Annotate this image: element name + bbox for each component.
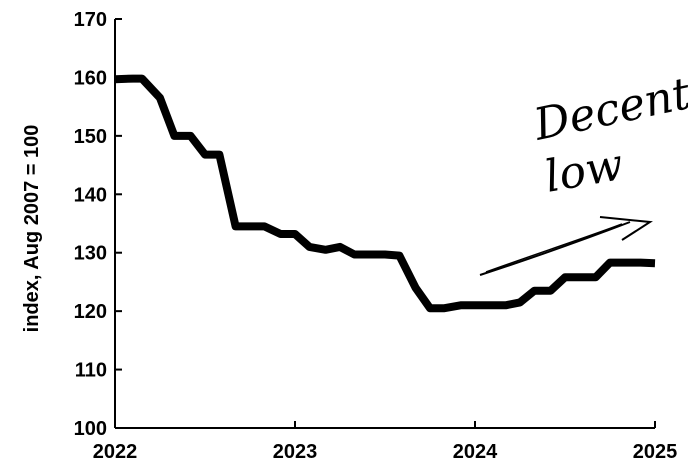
y-tick-label: 120: [74, 301, 107, 323]
y-tick-label: 140: [74, 184, 107, 206]
annotation-line-2: low: [541, 139, 627, 203]
x-tick-label: 2024: [453, 441, 498, 463]
y-ticks: 100 110 120 130 140 150 160 170: [74, 9, 122, 440]
y-tick-label: 100: [74, 418, 107, 440]
x-tick-label: 2022: [93, 441, 138, 463]
y-axis-label: index, Aug 2007 = 100: [21, 125, 43, 333]
annotation-arrowhead: [599, 216, 653, 241]
y-tick-label: 160: [74, 67, 107, 89]
series-line: [114, 74, 656, 313]
annotation-arrow-line: [479, 221, 631, 276]
y-tick-label: 170: [74, 9, 107, 31]
annotation-line-1: Decent: [529, 68, 688, 151]
series-group: [114, 74, 656, 313]
y-tick-label: 130: [74, 243, 107, 265]
annotation-arrow-line-2: [485, 223, 623, 273]
handwritten-annotation: Decent low: [479, 68, 688, 276]
x-ticks: 2022 2023 2024 2025: [93, 421, 678, 463]
y-tick-label: 110: [75, 360, 107, 382]
axes: [114, 19, 655, 429]
x-tick-label: 2025: [633, 441, 678, 463]
x-tick-label: 2023: [273, 441, 318, 463]
y-tick-label: 150: [74, 126, 107, 148]
